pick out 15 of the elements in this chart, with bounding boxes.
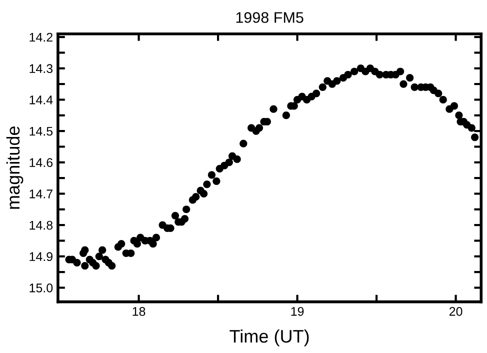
y-tick-label: 14.6 <box>30 158 53 168</box>
x-tick-label: 19 <box>291 307 304 316</box>
x-tick-label: 20 <box>449 307 462 316</box>
y-tick-label: 14.9 <box>30 252 52 262</box>
y-tick-label: 14.4 <box>30 96 53 104</box>
y-tick-label: 14.3 <box>30 64 53 74</box>
chart-title: 1998 FM5 <box>236 12 304 23</box>
y-tick-label: 15.0 <box>30 284 53 292</box>
x-tick-label: 18 <box>132 307 146 316</box>
y-tick-label: 14.8 <box>30 220 53 230</box>
y-tick-label: 14.2 <box>30 32 52 42</box>
y-tick-label: 14.7 <box>30 190 52 198</box>
x-axis-title: Time (UT) <box>230 329 309 346</box>
y-tick-label: 14.5 <box>30 126 53 136</box>
y-axis-title: magnitude <box>6 126 24 209</box>
